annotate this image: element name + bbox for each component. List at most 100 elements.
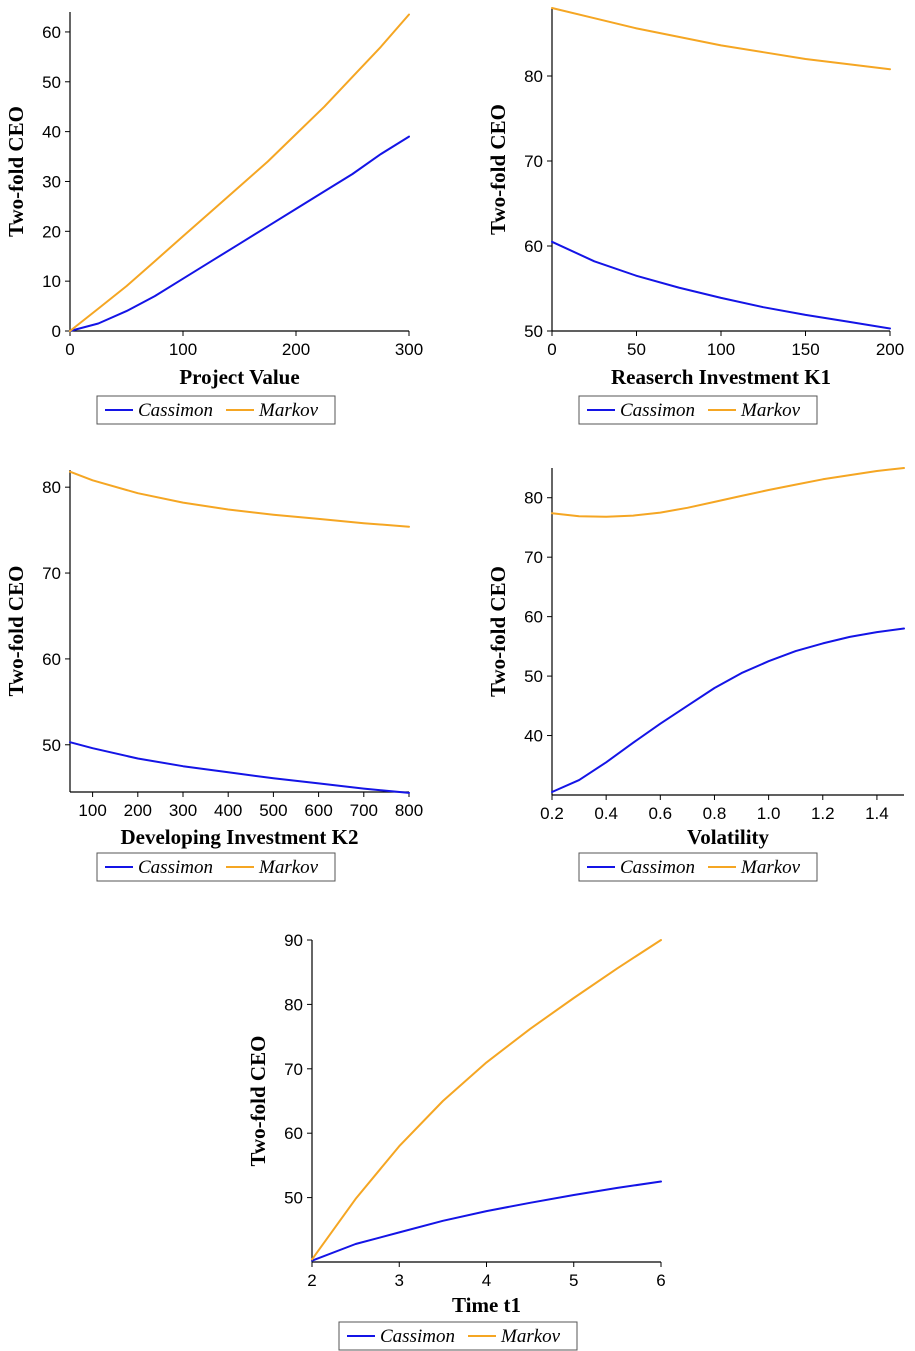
legend: Cassimon Markov (338, 1321, 578, 1351)
y-tick-label: 30 (42, 172, 61, 191)
legend-label-cassimon: Cassimon (620, 857, 695, 878)
legend: Cassimon Markov (578, 395, 818, 425)
series-line-markov (551, 7, 891, 71)
y-tick-label: 50 (42, 73, 61, 92)
y-tick-label: 40 (42, 123, 61, 142)
legend-label-markov: Markov (258, 400, 319, 421)
legend-label-markov: Markov (258, 857, 319, 878)
y-tick-label: 80 (284, 995, 303, 1014)
legend-label-cassimon: Cassimon (620, 400, 695, 421)
y-tick-label: 80 (524, 67, 543, 86)
x-tick-label: 0.4 (594, 804, 618, 823)
x-tick-label: 200 (282, 340, 310, 359)
legend-label-markov: Markov (740, 400, 801, 421)
x-tick-label: 1.2 (811, 804, 835, 823)
y-axis-title: Two-fold CEO (486, 104, 510, 235)
x-tick-label: 0 (547, 340, 556, 359)
x-tick-label: 100 (707, 340, 735, 359)
x-tick-label: 0 (65, 340, 74, 359)
chart-panel-4: 0.2 0.4 0.6 0.8 1.0 1.2 1.4 40 50 60 70 80 Volatilit… (486, 467, 905, 882)
x-tick-label: 600 (304, 801, 332, 820)
series-line-cassimon (551, 240, 891, 330)
series-line-cassimon (69, 741, 410, 794)
y-tick-label: 60 (284, 1124, 303, 1143)
series-line-cassimon (69, 135, 410, 332)
x-tick-label: 1.0 (757, 804, 781, 823)
y-tick-label: 60 (524, 237, 543, 256)
legend-box (96, 395, 336, 425)
legend-label-markov: Markov (740, 857, 801, 878)
x-axis-title: Time t1 (452, 1293, 521, 1317)
x-tick-label: 200 (876, 340, 904, 359)
legend-label-cassimon: Cassimon (138, 400, 213, 421)
series-line-markov (69, 13, 410, 332)
x-tick-label: 300 (169, 801, 197, 820)
y-tick-label: 20 (42, 222, 61, 241)
x-tick-label: 2 (307, 1271, 316, 1290)
legend-box (578, 395, 818, 425)
y-tick-label: 60 (42, 23, 61, 42)
series-line-markov (69, 470, 410, 528)
x-tick-label: 150 (791, 340, 819, 359)
x-tick-label: 50 (627, 340, 646, 359)
x-tick-label: 0.8 (703, 804, 727, 823)
x-tick-label: 100 (169, 340, 197, 359)
x-axis-title: Volatility (687, 825, 770, 849)
y-tick-label: 0 (52, 322, 61, 341)
y-tick-label: 90 (284, 931, 303, 950)
chart-panel-5: 2 3 4 5 6 50 60 70 80 90 Time t1 Two-fold CEO Cassim… (246, 931, 666, 1351)
x-axis-title: Reaserch Investment K1 (611, 365, 831, 389)
x-tick-label: 800 (395, 801, 423, 820)
x-axis-title: Project Value (179, 365, 299, 389)
y-tick-label: 70 (284, 1060, 303, 1079)
y-tick-label: 40 (524, 727, 543, 746)
y-tick-label: 60 (524, 608, 543, 627)
chart-panel-1: 0 100 200 300 0 10 20 30 40 50 60 Project Value Two-… (4, 12, 423, 425)
y-tick-label: 50 (524, 322, 543, 341)
y-tick-label: 10 (42, 272, 61, 291)
series-line-markov (311, 939, 662, 1261)
y-tick-label: 50 (284, 1189, 303, 1208)
legend: Cassimon Markov (96, 395, 336, 425)
x-tick-label: 300 (395, 340, 423, 359)
legend-label-markov: Markov (500, 1326, 561, 1347)
series-line-markov (551, 467, 905, 518)
x-tick-label: 6 (656, 1271, 665, 1290)
y-axis-title: Two-fold CEO (4, 566, 28, 697)
legend: Cassimon Markov (578, 852, 818, 882)
x-axis-title: Developing Investment K2 (121, 825, 359, 849)
x-tick-label: 400 (214, 801, 242, 820)
x-tick-label: 5 (569, 1271, 578, 1290)
series-line-cassimon (311, 1180, 662, 1262)
y-axis-title: Two-fold CEO (486, 566, 510, 697)
x-tick-label: 4 (482, 1271, 491, 1290)
x-tick-label: 100 (78, 801, 106, 820)
y-axis-title: Two-fold CEO (246, 1036, 270, 1167)
y-tick-label: 60 (42, 650, 61, 669)
x-tick-label: 0.6 (648, 804, 672, 823)
y-tick-label: 80 (524, 489, 543, 508)
y-tick-label: 70 (524, 152, 543, 171)
x-tick-label: 0.2 (540, 804, 564, 823)
legend-box (578, 852, 818, 882)
x-tick-label: 700 (350, 801, 378, 820)
y-tick-label: 50 (42, 736, 61, 755)
y-tick-label: 70 (524, 548, 543, 567)
legend: Cassimon Markov (96, 852, 336, 882)
y-tick-label: 80 (42, 478, 61, 497)
x-tick-label: 500 (259, 801, 287, 820)
legend-label-cassimon: Cassimon (138, 857, 213, 878)
legend-box (96, 852, 336, 882)
x-tick-label: 200 (124, 801, 152, 820)
legend-box (338, 1321, 578, 1351)
y-tick-label: 70 (42, 564, 61, 583)
x-tick-label: 3 (395, 1271, 404, 1290)
y-tick-label: 50 (524, 667, 543, 686)
series-line-cassimon (551, 627, 905, 793)
y-axis-title: Two-fold CEO (4, 106, 28, 237)
chart-panel-3: 100 200 300 400 500 600 700 800 50 60 70 80 Developi… (4, 470, 423, 882)
legend-label-cassimon: Cassimon (380, 1326, 455, 1347)
